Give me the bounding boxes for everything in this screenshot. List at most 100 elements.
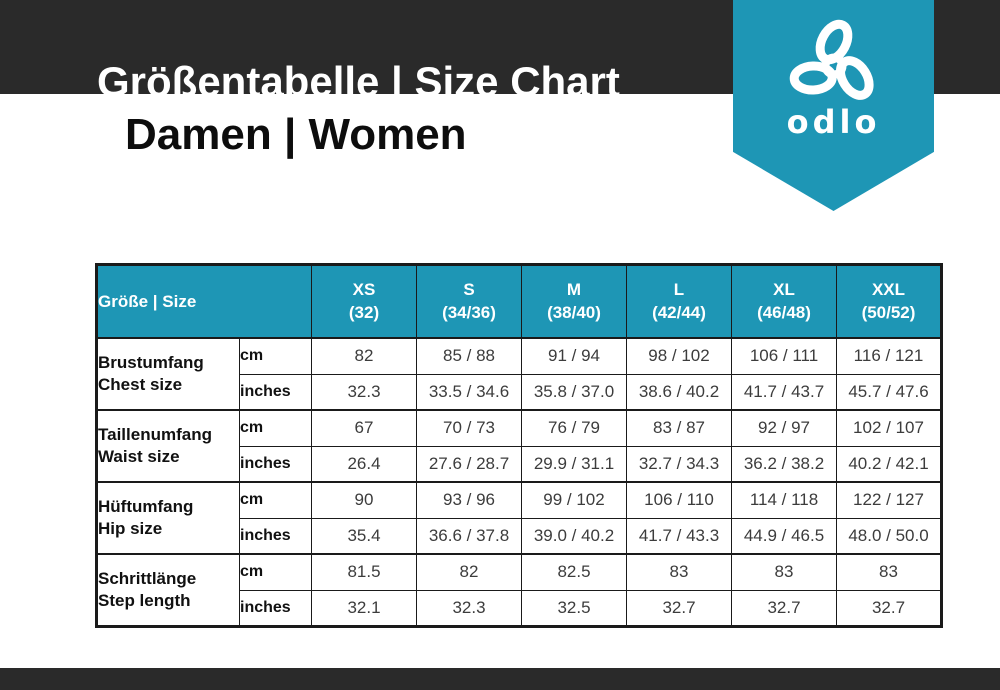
cm-value: 82 [416,553,522,591]
cm-value: 90 [311,481,417,519]
cm-value: 114 / 118 [731,481,837,519]
cm-value: 98 / 102 [626,337,732,375]
inches-value: 45.7 / 47.6 [836,373,942,411]
inches-value: 38.6 / 40.2 [626,373,732,411]
inches-value: 32.3 [311,373,417,411]
cm-value: 76 / 79 [521,409,627,447]
table-body: Brustumfang Chest size cm 82 85 / 88 91 / 94 9… [96,337,942,627]
inches-value: 44.9 / 46.5 [731,517,837,555]
measurement-label: Taillenumfang Waist size [96,409,240,483]
inches-value: 32.1 [311,589,417,627]
size-label: XS [352,279,376,299]
unit-inches-label: inches [239,445,312,483]
unit-cm-label: cm [239,337,312,375]
inches-value: 32.7 [731,589,837,627]
measurement-row-inches: inches 26.4 27.6 / 28.7 29.9 / 31.1 32.7 / 3… [97,445,942,483]
table-header-row: Größe | Size XS (32) S (34/36) M (38/40) L (42/… [96,264,942,339]
inches-value: 40.2 / 42.1 [836,445,942,483]
bottom-banner [0,668,1000,690]
size-label: L [673,279,685,299]
page-subtitle: Damen | Women [125,110,467,159]
cm-value: 106 / 110 [626,481,732,519]
cm-value: 83 [836,553,942,591]
cm-value: 85 / 88 [416,337,522,375]
inches-value: 41.7 / 43.7 [731,373,837,411]
size-range: (32) [348,302,380,322]
measurement-label-de: Brustumfang [98,352,204,372]
page-title: Größentabelle | Size Chart [97,58,620,95]
size-range: (34/36) [442,302,496,322]
inches-value: 27.6 / 28.7 [416,445,522,483]
inches-value: 32.7 [626,589,732,627]
measurement-row-cm: Taillenumfang Waist size cm 67 70 / 73 76 / 7… [96,409,942,483]
inches-value: 39.0 / 40.2 [521,517,627,555]
inches-value: 32.5 [521,589,627,627]
inches-value: 33.5 / 34.6 [416,373,522,411]
measurement-row-cm: Schrittlänge Step length cm 81.5 82 82.5 83 83 8… [96,553,942,627]
size-range: (38/40) [547,302,601,322]
size-column-header: L (42/44) [626,264,732,339]
measurement-row-cm: Hüftumfang Hip size cm 90 93 / 96 99 / 102 106… [96,481,942,555]
size-range: (50/52) [861,302,916,322]
size-column-header: XS (32) [311,264,417,339]
inches-value: 29.9 / 31.1 [521,445,627,483]
cm-value: 82.5 [521,553,627,591]
cm-value: 116 / 121 [836,337,942,375]
unit-cm-label: cm [239,553,312,591]
inches-value: 35.4 [311,517,417,555]
cm-value: 122 / 127 [836,481,942,519]
unit-inches-label: inches [239,373,312,411]
odlo-logo-icon [789,19,874,100]
inches-value: 32.3 [416,589,522,627]
cm-value: 81.5 [311,553,417,591]
cm-value: 102 / 107 [836,409,942,447]
size-range: (46/48) [757,302,811,322]
inches-value: 48.0 / 50.0 [836,517,942,555]
cm-value: 92 / 97 [731,409,837,447]
measurement-row-cm: Brustumfang Chest size cm 82 85 / 88 91 / 94 9… [96,337,942,411]
measurement-row-inches: inches 35.4 36.6 / 37.8 39.0 / 40.2 41.7 / 4… [97,517,942,555]
cm-value: 83 [731,553,837,591]
inches-value: 26.4 [311,445,417,483]
unit-inches-label: inches [239,589,312,627]
inches-value: 32.7 / 34.3 [626,445,732,483]
size-chart-table: Größe | Size XS (32) S (34/36) M (38/40) L (42/… [95,263,943,628]
size-range: (42/44) [652,302,706,322]
measurement-label-de: Hüftumfang [98,496,194,516]
inches-value: 41.7 / 43.3 [626,517,732,555]
size-column-header: XL (46/48) [731,264,837,339]
cm-value: 83 / 87 [626,409,732,447]
measurement-label: Brustumfang Chest size [96,337,240,411]
size-label: S [463,279,475,299]
measurement-label-en: Waist size [98,447,180,466]
size-label: XL [773,279,795,299]
size-label: XXL [871,279,906,299]
unit-cm-label: cm [239,409,312,447]
measurement-label: Schrittlänge Step length [96,553,240,627]
corner-header: Größe | Size [96,264,312,339]
cm-value: 91 / 94 [521,337,627,375]
size-column-header: M (38/40) [521,264,627,339]
brand-ribbon: odlo [733,0,934,211]
cm-value: 70 / 73 [416,409,522,447]
measurement-label-en: Step length [98,590,191,610]
measurement-label-de: Taillenumfang [98,424,212,444]
unit-cm-label: cm [239,481,312,519]
inches-value: 36.2 / 38.2 [731,445,837,483]
size-column-header: XXL (50/52) [836,264,942,339]
inches-value: 36.6 / 37.8 [416,517,522,555]
measurement-row-inches: inches 32.1 32.3 32.5 32.7 32.7 32.7 [97,589,942,627]
cm-value: 93 / 96 [416,481,522,519]
cm-value: 99 / 102 [521,481,627,519]
unit-inches-label: inches [239,517,312,555]
brand-wordmark: odlo [786,103,881,141]
measurement-label-de: Schrittlänge [98,568,197,588]
cm-value: 83 [626,553,732,591]
cm-value: 67 [311,409,417,447]
inches-value: 35.8 / 37.0 [521,373,627,411]
cm-value: 106 / 111 [731,337,837,375]
cm-value: 82 [311,337,417,375]
size-label: M [566,279,582,299]
inches-value: 32.7 [836,589,942,627]
